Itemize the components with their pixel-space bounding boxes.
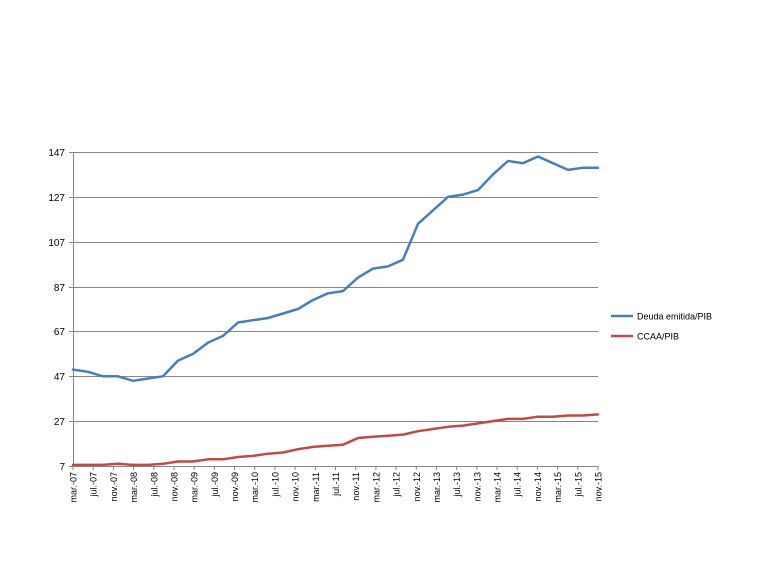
x-tick-label: mar.-09 xyxy=(190,472,200,503)
y-tick-label: 7 xyxy=(59,462,65,473)
x-tick-label: jul.-08 xyxy=(149,472,159,498)
x-axis-tick-labels: mar.-07 jul.-07 nov.-07 mar.-08 jul.-08 nov.-… xyxy=(69,472,604,503)
x-tick-label: mar.-15 xyxy=(553,472,563,503)
y-tick-label: 127 xyxy=(48,193,65,204)
gridlines xyxy=(73,152,598,422)
x-tick-label: nov.-14 xyxy=(533,472,543,501)
x-tick-label: jul.-14 xyxy=(513,472,523,498)
x-tick-label: nov.-07 xyxy=(109,472,119,501)
x-tick-label: nov.-11 xyxy=(351,472,361,501)
y-tick-label: 87 xyxy=(54,283,66,294)
y-axis-tick-labels: 147 127 107 87 67 47 27 7 xyxy=(48,148,65,473)
series-line-0 xyxy=(71,155,600,383)
x-tick-label: nov.-08 xyxy=(169,472,179,501)
x-tick-label: mar.-08 xyxy=(129,472,139,503)
x-tick-label: jul.-15 xyxy=(573,472,583,498)
y-tick-label: 147 xyxy=(48,148,65,159)
x-tick-label: nov.-09 xyxy=(230,472,240,501)
y-tick-label: 107 xyxy=(48,238,65,249)
axes xyxy=(69,152,599,470)
x-tick-label: nov.-12 xyxy=(412,472,422,501)
x-tick-label: jul.-12 xyxy=(392,472,402,498)
x-tick-label: jul.-07 xyxy=(89,472,99,498)
y-tick-label: 27 xyxy=(54,417,66,428)
y-tick-label: 47 xyxy=(54,372,66,383)
x-tick-label: jul.-10 xyxy=(270,472,280,498)
x-tick-label: jul.-11 xyxy=(331,472,341,497)
series-line-1 xyxy=(71,413,600,467)
legend-label: CCAA/PIB xyxy=(637,332,679,342)
x-tick-label: mar.-07 xyxy=(69,472,79,503)
x-tick-label: mar.-12 xyxy=(371,472,381,503)
x-tick-label: jul.-13 xyxy=(452,472,462,498)
x-tick-label: jul.-09 xyxy=(210,472,220,498)
legend: Deuda emitida/PIB CCAA/PIB xyxy=(611,312,712,342)
x-tick-label: nov.-15 xyxy=(594,472,604,501)
x-tick-label: nov.-10 xyxy=(291,472,301,501)
series-lines xyxy=(71,155,600,467)
y-tick-label: 67 xyxy=(54,327,66,338)
x-tick-label: mar.-10 xyxy=(250,472,260,503)
x-tick-label: nov.-13 xyxy=(472,472,482,501)
x-tick-label: mar.-14 xyxy=(493,472,503,503)
legend-label: Deuda emitida/PIB xyxy=(637,312,712,322)
x-tick-label: mar.-13 xyxy=(432,472,442,503)
x-tick-label: mar.-11 xyxy=(311,472,321,502)
